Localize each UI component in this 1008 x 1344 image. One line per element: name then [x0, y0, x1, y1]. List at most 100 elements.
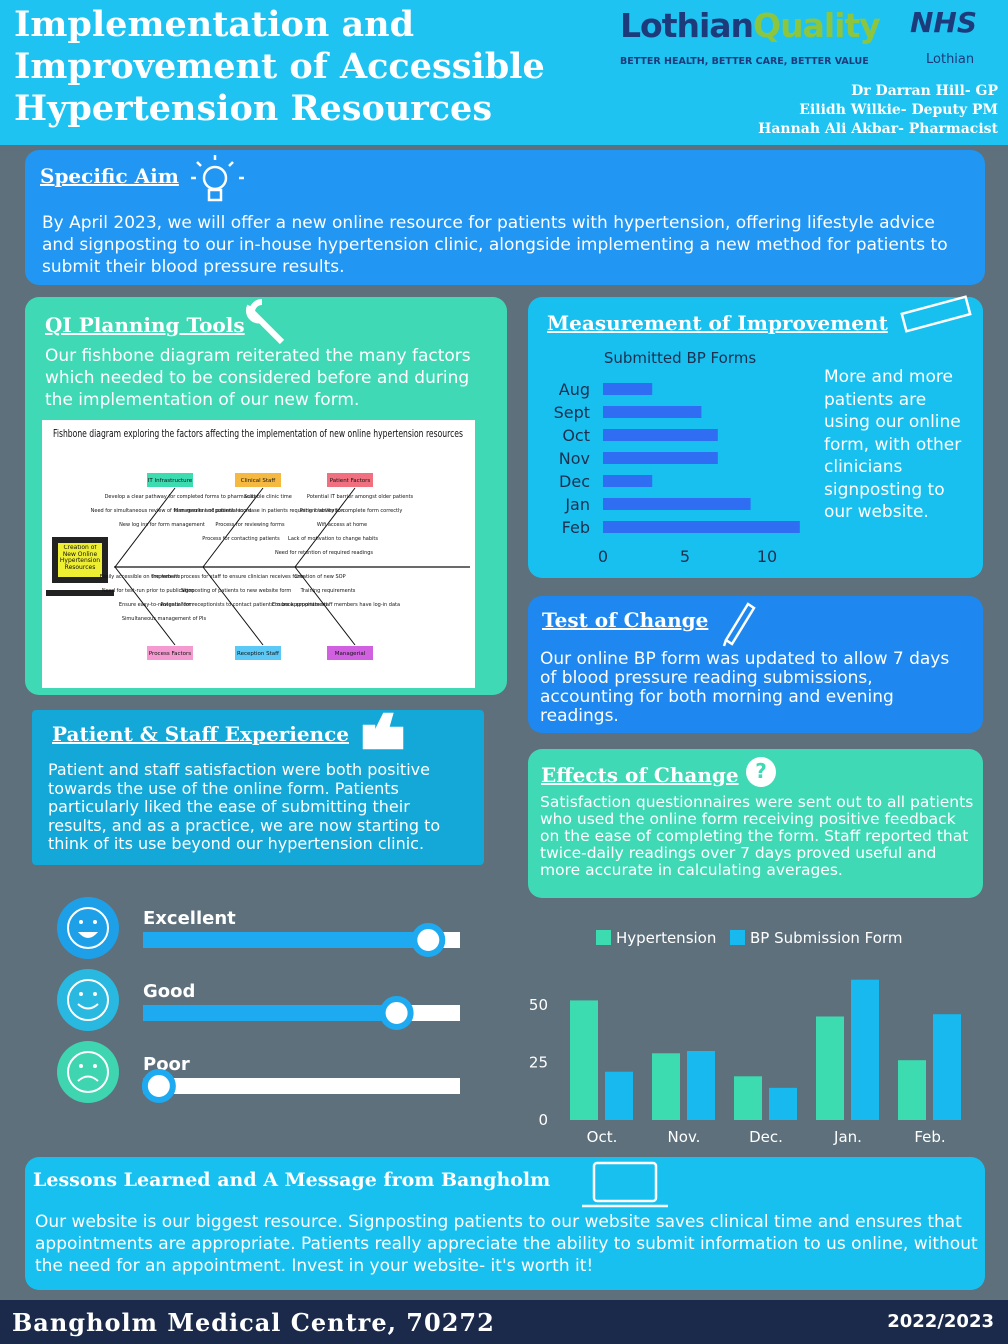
- header: [0, 0, 1008, 145]
- cause-item: Implement process for staff to ensure cl…: [152, 574, 304, 580]
- test-panel: Test of Change Our online BP form was up…: [528, 596, 983, 733]
- bar: [603, 383, 653, 395]
- cause-box: [327, 473, 373, 487]
- bar: [605, 1071, 633, 1120]
- y-tick-label: 25: [529, 1054, 548, 1072]
- fishbone-frame: [42, 420, 475, 688]
- author: Dr Darran Hill- GP: [851, 83, 998, 99]
- nhs-sub: Lothian: [926, 52, 975, 67]
- cause-item: Need for retention of required readings: [275, 550, 373, 556]
- track-fill: [143, 1005, 397, 1021]
- bar: [687, 1051, 715, 1120]
- legend-label: Hypertension: [616, 929, 716, 947]
- author: Hannah Ali Akbar- Pharmacist: [758, 121, 998, 137]
- cause-box: [147, 473, 193, 487]
- text: Our fishbone diagram reiterated the many…: [45, 346, 471, 410]
- head-text: Creation of New Online Hypertension Reso…: [59, 545, 101, 571]
- authors: Dr Darran Hill- GP Eilidh Wilkie- Deputy…: [758, 82, 998, 139]
- y-tick-label: Dec: [559, 472, 590, 491]
- rib: [202, 566, 264, 646]
- cause-box: [147, 646, 193, 660]
- cause-item: Training requirements: [300, 588, 356, 594]
- y-tick-label: Aug: [559, 380, 590, 399]
- computer-icon: [46, 537, 114, 596]
- cause-item: Lack of motivation to change habits: [288, 536, 378, 542]
- heading: Lessons Learned and A Message from Bangh…: [33, 1169, 551, 1191]
- nhs-logo: NHS: [910, 6, 978, 39]
- heading: Test of Change: [542, 608, 709, 632]
- cause-box: [327, 646, 373, 660]
- x-tick-label: 10: [757, 547, 777, 566]
- x-tick-label: Feb.: [914, 1128, 945, 1146]
- text: More and more patients are using our onl…: [824, 367, 962, 522]
- cause-label: Process Factors: [149, 651, 191, 657]
- bar: [898, 1060, 926, 1120]
- y-tick-label: Jan: [564, 495, 590, 514]
- knob: [411, 923, 446, 957]
- footer-name: Bangholm Medical Centre, 70272: [12, 1308, 495, 1337]
- heading: Effects of Change: [541, 763, 739, 787]
- legend-label: BP Submission Form: [750, 929, 902, 947]
- heading: Patient & Staff Experience: [52, 722, 349, 746]
- footer: Bangholm Medical Centre, 70272 2022/2023: [0, 1300, 1008, 1344]
- x-tick-label: Oct.: [587, 1128, 618, 1146]
- title-line: Implementation and: [14, 4, 415, 45]
- heading: Measurement of Improvement: [547, 311, 888, 335]
- fishbone-title: Fishbone diagram exploring the factors a…: [53, 428, 463, 440]
- text: Our website is our biggest resource. Sig…: [35, 1212, 978, 1276]
- bar: [603, 406, 702, 418]
- cause-box: [235, 473, 281, 487]
- cause-label: Reception Staff: [237, 651, 279, 657]
- cause-box: [235, 646, 281, 660]
- cause-item: Management of potential increase in pati…: [174, 508, 344, 514]
- bar: [816, 1016, 844, 1120]
- bar: [603, 498, 751, 510]
- bar: [851, 979, 879, 1120]
- x-tick-label: 0: [598, 547, 608, 566]
- footer-year: 2022/2023: [887, 1311, 994, 1332]
- logo-accent: Quality: [753, 6, 881, 45]
- cause-label: Managerial: [335, 651, 366, 657]
- cause-item: Patient ability to complete form correct…: [300, 508, 403, 514]
- bar: [603, 429, 718, 441]
- faces: [57, 897, 119, 1103]
- cause-item: Develop a clear pathway for completed fo…: [105, 494, 256, 500]
- rib: [114, 487, 176, 568]
- cause-item: New log ins for form management: [119, 522, 205, 528]
- text: Satisfaction questionnaires were sent ou…: [540, 793, 974, 879]
- text: Our online BP form was updated to allow …: [540, 649, 950, 726]
- experience-panel: Patient & Staff Experience Patient and s…: [32, 710, 484, 865]
- title: Implementation and Improvement of Access…: [14, 4, 545, 130]
- bar: [603, 452, 718, 464]
- bar: [603, 521, 800, 533]
- cause-item: Process for reviewing forms: [215, 522, 285, 528]
- rating-label: Excellent: [143, 908, 236, 929]
- x-tick-label: 5: [680, 547, 690, 566]
- text: By April 2023, we will offer a new onlin…: [42, 213, 948, 277]
- x-tick-label: Nov.: [668, 1128, 701, 1146]
- y-tick-label: Oct: [562, 426, 590, 445]
- question-mark: ?: [755, 759, 767, 783]
- bar: [933, 1014, 961, 1120]
- y-tick-label: Feb: [562, 518, 590, 537]
- tagline: BETTER HEALTH, BETTER CARE, BETTER VALUE: [620, 56, 869, 67]
- cause-item: Need for simultaneous review of form res…: [91, 508, 252, 514]
- cause-item: Ensure appropriate staff members have lo…: [272, 602, 400, 608]
- knob: [379, 996, 414, 1030]
- cause-item: Need for test-run prior to publication: [102, 588, 194, 594]
- x-tick-label: Jan.: [833, 1128, 862, 1146]
- cause-item: Process for contacting patients: [202, 536, 280, 542]
- rib: [114, 566, 176, 646]
- logo: LothianQuality: [620, 6, 881, 45]
- bar: [570, 1000, 598, 1120]
- bar: [603, 475, 653, 487]
- rib: [294, 566, 356, 646]
- lessons-panel: Lessons Learned and A Message from Bangh…: [25, 1157, 985, 1290]
- y-tick-label: Sept: [554, 403, 590, 422]
- y-tick-label: 0: [538, 1111, 548, 1129]
- aim-panel: Specific Aim By April 2023, we will offe…: [25, 150, 985, 285]
- effects-panel: Effects of Change Satisfaction questionn…: [528, 749, 983, 898]
- fishbone-head: Creation of New Online Hypertension Reso…: [59, 545, 101, 571]
